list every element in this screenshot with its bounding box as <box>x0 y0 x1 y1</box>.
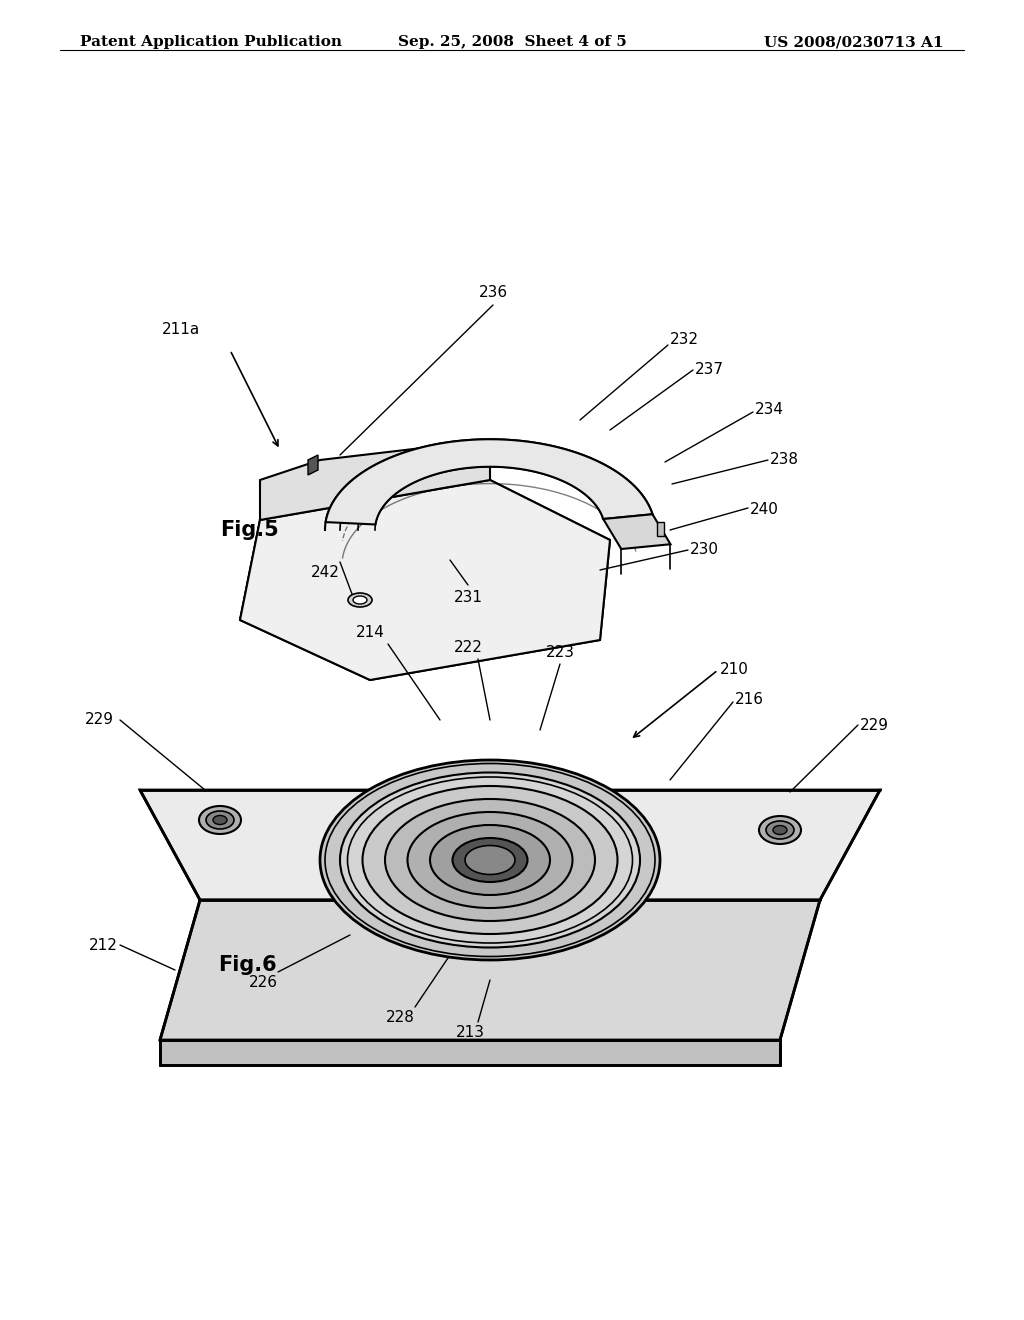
Ellipse shape <box>408 812 572 908</box>
Text: 242: 242 <box>310 565 339 579</box>
Text: Fig.6: Fig.6 <box>218 954 276 975</box>
Ellipse shape <box>465 846 515 874</box>
Polygon shape <box>326 440 652 524</box>
Text: 211a: 211a <box>162 322 200 338</box>
Text: 238: 238 <box>770 453 799 467</box>
Polygon shape <box>160 900 820 1040</box>
Text: 231: 231 <box>454 590 482 605</box>
Text: 236: 236 <box>478 285 508 300</box>
Polygon shape <box>260 440 490 520</box>
Polygon shape <box>657 523 665 536</box>
Ellipse shape <box>773 825 787 834</box>
Ellipse shape <box>348 593 372 607</box>
Text: 228: 228 <box>386 1010 415 1026</box>
Text: Sep. 25, 2008  Sheet 4 of 5: Sep. 25, 2008 Sheet 4 of 5 <box>397 36 627 49</box>
Ellipse shape <box>430 825 550 895</box>
Polygon shape <box>160 1040 780 1065</box>
Text: 234: 234 <box>755 403 784 417</box>
Text: 223: 223 <box>546 645 574 660</box>
Text: 213: 213 <box>456 1026 484 1040</box>
Ellipse shape <box>759 816 801 843</box>
Polygon shape <box>140 789 880 900</box>
Text: 226: 226 <box>249 975 278 990</box>
Ellipse shape <box>213 816 227 825</box>
Text: 237: 237 <box>695 363 724 378</box>
Ellipse shape <box>362 785 617 935</box>
Polygon shape <box>603 515 671 549</box>
Text: 210: 210 <box>720 663 749 677</box>
Ellipse shape <box>206 810 234 829</box>
Text: 232: 232 <box>670 333 699 347</box>
Ellipse shape <box>353 597 367 605</box>
Text: 240: 240 <box>750 503 779 517</box>
Text: US 2008/0230713 A1: US 2008/0230713 A1 <box>765 36 944 49</box>
Ellipse shape <box>319 760 660 960</box>
Text: 222: 222 <box>454 640 482 655</box>
Polygon shape <box>240 480 610 680</box>
Polygon shape <box>308 455 318 475</box>
Ellipse shape <box>340 772 640 948</box>
Ellipse shape <box>766 821 794 840</box>
Text: 212: 212 <box>89 937 118 953</box>
Text: 229: 229 <box>85 713 114 727</box>
Ellipse shape <box>199 807 241 834</box>
Text: 230: 230 <box>690 543 719 557</box>
Text: 214: 214 <box>355 624 384 640</box>
Text: 216: 216 <box>735 693 764 708</box>
Text: Patent Application Publication: Patent Application Publication <box>80 36 342 49</box>
Text: 229: 229 <box>860 718 889 733</box>
Ellipse shape <box>453 838 527 882</box>
Text: Fig.5: Fig.5 <box>220 520 279 540</box>
Ellipse shape <box>385 799 595 921</box>
